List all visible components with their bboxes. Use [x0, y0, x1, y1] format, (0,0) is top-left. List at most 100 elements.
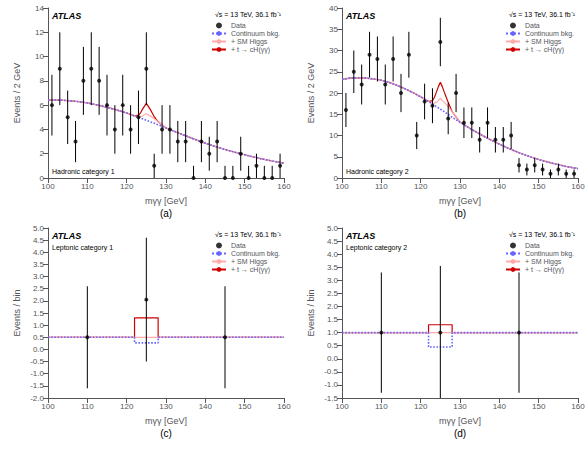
svg-text:+ SM Higgs: + SM Higgs	[525, 258, 562, 266]
svg-text:120: 120	[414, 182, 428, 191]
svg-text:mγγ [GeV]: mγγ [GeV]	[145, 416, 187, 426]
svg-text:Continuum bkg.: Continuum bkg.	[231, 30, 280, 38]
svg-text:√s = 13 TeV, 36.1 fb⁻¹: √s = 13 TeV, 36.1 fb⁻¹	[215, 11, 282, 18]
svg-text:(d): (d)	[454, 428, 466, 439]
svg-text:2.0: 2.0	[33, 296, 45, 305]
svg-text:3.5: 3.5	[327, 263, 339, 272]
svg-text:-1.5: -1.5	[30, 381, 44, 390]
svg-text:-1.0: -1.0	[324, 380, 338, 389]
svg-text:0.0: 0.0	[33, 345, 45, 354]
svg-text:1.5: 1.5	[327, 315, 339, 324]
svg-text:100: 100	[41, 402, 55, 411]
svg-text:160: 160	[571, 402, 585, 411]
svg-text:+ t → cH(γγ): + t → cH(γγ)	[231, 266, 270, 274]
svg-text:110: 110	[81, 402, 94, 411]
svg-text:100: 100	[335, 402, 349, 411]
svg-text:120: 120	[120, 402, 134, 411]
svg-text:-0.5: -0.5	[324, 367, 338, 376]
svg-text:110: 110	[81, 182, 94, 191]
svg-text:3.0: 3.0	[33, 272, 45, 281]
svg-text:150: 150	[532, 402, 546, 411]
svg-text:100: 100	[335, 182, 349, 191]
svg-text:20: 20	[329, 89, 338, 98]
svg-text:4.0: 4.0	[33, 248, 45, 257]
svg-text:+ t → cH(γγ): + t → cH(γγ)	[525, 46, 564, 54]
svg-text:Continuum bkg.: Continuum bkg.	[231, 250, 280, 258]
svg-text:10: 10	[35, 52, 44, 61]
svg-text:5: 5	[334, 152, 339, 161]
svg-text:+ t → cH(γγ): + t → cH(γγ)	[231, 46, 270, 54]
svg-text:150: 150	[238, 182, 252, 191]
svg-text:Events / 2 GeV: Events / 2 GeV	[12, 63, 22, 124]
svg-text:30: 30	[329, 46, 338, 55]
svg-text:ATLAS: ATLAS	[51, 11, 81, 21]
svg-text:(b): (b)	[454, 208, 466, 219]
svg-text:-1.0: -1.0	[30, 369, 44, 378]
svg-text:Continuum bkg.: Continuum bkg.	[525, 30, 574, 38]
svg-text:2.5: 2.5	[33, 284, 45, 293]
svg-text:3.0: 3.0	[327, 276, 339, 285]
svg-text:1.0: 1.0	[327, 328, 339, 337]
svg-text:40: 40	[329, 4, 338, 13]
svg-text:(a): (a)	[160, 208, 172, 219]
svg-text:mγγ [GeV]: mγγ [GeV]	[439, 416, 481, 426]
svg-text:√s = 13 TeV, 36.1 fb⁻¹: √s = 13 TeV, 36.1 fb⁻¹	[509, 11, 576, 18]
svg-text:+ SM Higgs: + SM Higgs	[525, 38, 562, 46]
svg-text:Events / bin: Events / bin	[306, 289, 316, 336]
svg-text:Data: Data	[231, 242, 246, 249]
svg-text:3.5: 3.5	[33, 260, 45, 269]
svg-text:Leptonic category 1: Leptonic category 1	[52, 244, 113, 252]
svg-text:+ SM Higgs: + SM Higgs	[231, 258, 268, 266]
svg-text:35: 35	[329, 25, 338, 34]
svg-text:150: 150	[532, 182, 546, 191]
svg-text:130: 130	[453, 402, 467, 411]
svg-text:140: 140	[493, 182, 507, 191]
svg-text:4: 4	[40, 125, 45, 134]
svg-text:mγγ [GeV]: mγγ [GeV]	[145, 196, 187, 206]
svg-text:2: 2	[40, 149, 45, 158]
svg-text:Events / 2 GeV: Events / 2 GeV	[306, 63, 316, 124]
svg-text:√s = 13 TeV, 36.1 fb⁻¹: √s = 13 TeV, 36.1 fb⁻¹	[509, 231, 576, 238]
svg-text:130: 130	[159, 402, 173, 411]
svg-text:Hadronic category 2: Hadronic category 2	[346, 168, 409, 176]
svg-text:-0.5: -0.5	[30, 357, 44, 366]
svg-text:160: 160	[277, 182, 291, 191]
svg-text:+ t → cH(γγ): + t → cH(γγ)	[525, 266, 564, 274]
svg-text:ATLAS: ATLAS	[345, 11, 375, 21]
svg-text:5.0: 5.0	[327, 224, 339, 233]
svg-text:4.0: 4.0	[327, 250, 339, 259]
svg-text:130: 130	[159, 182, 173, 191]
svg-text:0.0: 0.0	[327, 354, 339, 363]
svg-text:120: 120	[120, 182, 134, 191]
svg-text:10: 10	[329, 131, 338, 140]
svg-text:Hadronic category 1: Hadronic category 1	[52, 168, 115, 176]
svg-text:15: 15	[329, 110, 338, 119]
svg-text:110: 110	[375, 182, 388, 191]
svg-text:100: 100	[41, 182, 55, 191]
svg-text:Continuum bkg.: Continuum bkg.	[525, 250, 574, 258]
svg-text:140: 140	[493, 402, 507, 411]
svg-text:1.0: 1.0	[33, 321, 45, 330]
svg-text:+ SM Higgs: + SM Higgs	[231, 38, 268, 46]
svg-text:1.5: 1.5	[33, 309, 45, 318]
svg-text:160: 160	[571, 182, 585, 191]
svg-text:160: 160	[277, 402, 291, 411]
svg-text:4.5: 4.5	[327, 237, 339, 246]
svg-text:14: 14	[35, 4, 44, 13]
svg-text:Data: Data	[525, 22, 540, 29]
svg-text:8: 8	[40, 76, 45, 85]
svg-text:0.5: 0.5	[327, 341, 339, 350]
svg-text:(c): (c)	[160, 428, 172, 439]
svg-text:25: 25	[329, 67, 338, 76]
svg-text:6: 6	[40, 101, 45, 110]
svg-text:110: 110	[375, 402, 388, 411]
svg-text:√s = 13 TeV, 36.1 fb⁻¹: √s = 13 TeV, 36.1 fb⁻¹	[215, 231, 282, 238]
svg-text:Data: Data	[525, 242, 540, 249]
svg-text:0.5: 0.5	[33, 333, 45, 342]
svg-text:Leptonic category 2: Leptonic category 2	[346, 244, 407, 252]
svg-text:5.0: 5.0	[33, 224, 45, 233]
svg-text:mγγ [GeV]: mγγ [GeV]	[439, 196, 481, 206]
svg-text:130: 130	[453, 182, 467, 191]
svg-text:12: 12	[35, 28, 44, 37]
svg-text:4.5: 4.5	[33, 236, 45, 245]
